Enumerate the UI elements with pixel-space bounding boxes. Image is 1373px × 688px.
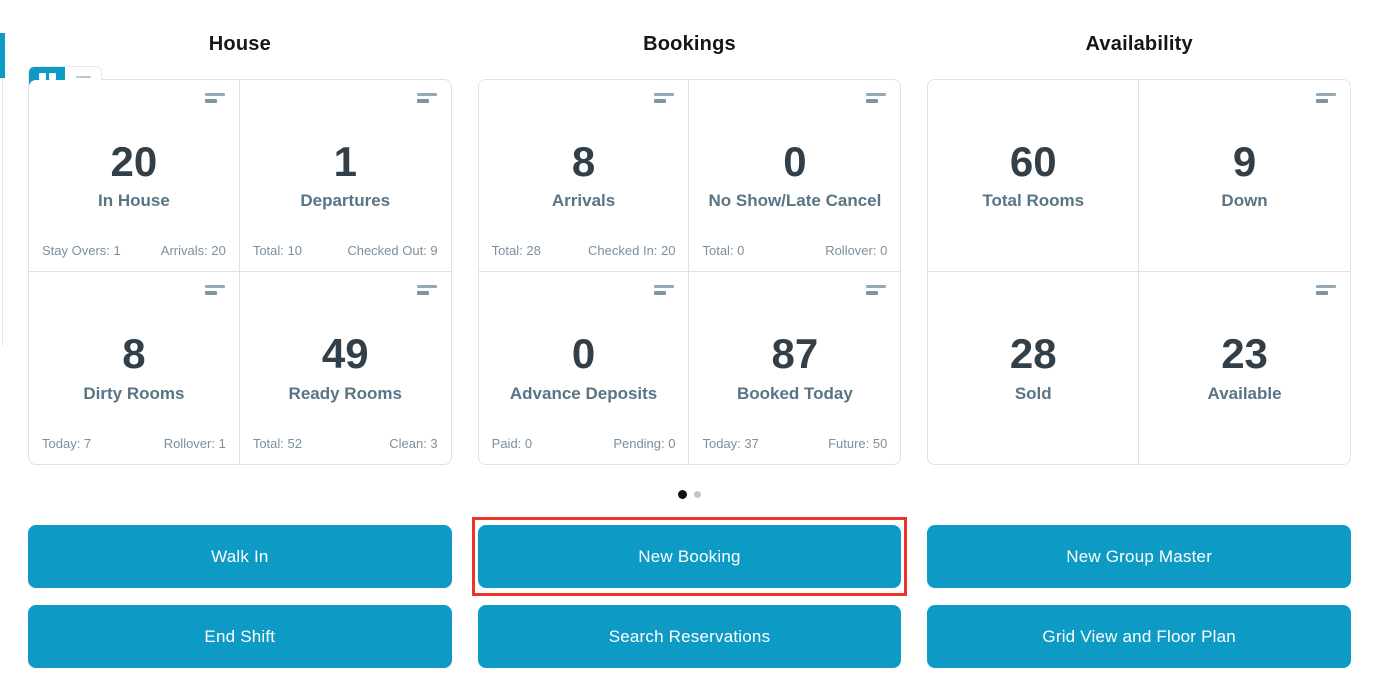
card-stat-left: Stay Overs: 1 (42, 243, 121, 258)
card-value: 0 (571, 330, 596, 378)
card-stats: Stay Overs: 1 Arrivals: 20 (29, 243, 239, 271)
button-wrap: End Shift (28, 605, 452, 668)
section-title-bookings: Bookings (643, 33, 736, 55)
card-stat-right: Checked In: 20 (588, 243, 676, 258)
card-value: 23 (1221, 330, 1268, 378)
card-stat-left: Total: 28 (491, 243, 541, 258)
card-label: Dirty Rooms (83, 383, 185, 403)
search-reservations-button[interactable]: Search Reservations (477, 605, 902, 668)
card-stat-right: Pending: 0 (613, 436, 676, 451)
stat-panels-row: 20 In House Stay Overs: 1 Arrivals: 20 1 Depa… (28, 79, 1351, 465)
card-stat-left: Paid: 0 (491, 436, 533, 451)
walk-in-button[interactable]: Walk In (28, 525, 452, 588)
card-menu-icon[interactable] (654, 93, 675, 103)
card-label: Advance Deposits (509, 383, 658, 403)
left-accent-bar (0, 33, 5, 78)
card-value: 87 (771, 330, 819, 378)
card-stat-left: Today: 37 (702, 436, 759, 451)
card-booked-today[interactable]: 87 Booked Today Today: 37 Future: 50 (689, 272, 901, 464)
card-label: In House (98, 191, 170, 211)
grid-view-and-floor-plan-button[interactable]: Grid View and Floor Plan (927, 605, 1351, 668)
section-titles-row: House Bookings Availability (28, 33, 1351, 59)
new-booking-button[interactable]: New Booking (477, 525, 902, 588)
card-stats: Total: 10 Checked Out: 9 (240, 243, 451, 271)
card-stat-right: Checked Out: 9 (347, 243, 438, 258)
carousel-dot-1[interactable] (678, 490, 687, 499)
card-label: Available (1207, 383, 1282, 403)
card-value: 8 (122, 330, 146, 378)
card-label: Total Rooms (982, 191, 1085, 211)
card-stats: Total: 28 Checked In: 20 (479, 243, 689, 271)
carousel-dots (28, 490, 1351, 499)
card-menu-icon[interactable] (866, 93, 887, 103)
card-stat-right: Arrivals: 20 (160, 243, 226, 258)
button-wrap: New Group Master (927, 525, 1351, 588)
left-edge-divider (2, 78, 3, 346)
card-value: 49 (321, 330, 369, 378)
panel-house: 20 In House Stay Overs: 1 Arrivals: 20 1 Depa… (28, 79, 452, 465)
card-label: No Show/Late Cancel (708, 191, 882, 211)
card-stat-left: Total: 10 (252, 243, 302, 258)
card-menu-icon[interactable] (866, 285, 887, 295)
card-menu-icon[interactable] (416, 93, 437, 103)
card-down[interactable]: 9 Down (1139, 80, 1350, 272)
card-label: Departures (300, 191, 391, 211)
card-stat-left: Total: 52 (252, 436, 302, 451)
card-value: 9 (1232, 137, 1257, 185)
card-stats: Today: 37 Future: 50 (689, 436, 900, 464)
card-label: Down (1221, 191, 1268, 211)
card-no-show-late-cancel[interactable]: 0 No Show/Late Cancel Total: 0 Rollover: 0 (689, 80, 901, 272)
panel-bookings: 8 Arrivals Total: 28 Checked In: 20 0 No Show… (477, 79, 902, 465)
card-stat-right: Clean: 3 (389, 436, 438, 451)
card-label: Ready Rooms (288, 383, 402, 403)
card-menu-icon[interactable] (416, 285, 437, 295)
card-in-house[interactable]: 20 In House Stay Overs: 1 Arrivals: 20 (29, 80, 240, 272)
card-stats: Paid: 0 Pending: 0 (479, 436, 689, 464)
highlight-annotation: New Booking (471, 517, 907, 596)
card-departures[interactable]: 1 Departures Total: 10 Checked Out: 9 (239, 80, 451, 272)
card-value: 20 (110, 137, 158, 185)
card-stat-right: Rollover: 0 (825, 243, 888, 258)
button-wrap: Grid View and Floor Plan (927, 605, 1351, 668)
card-stat-left: Today: 7 (42, 436, 92, 451)
card-label: Sold (1014, 383, 1052, 403)
card-menu-icon[interactable] (204, 285, 225, 295)
card-menu-icon[interactable] (204, 93, 225, 103)
card-value: 8 (571, 137, 596, 185)
card-menu-icon[interactable] (1315, 285, 1336, 295)
section-title-house: House (208, 33, 271, 55)
button-wrap: Search Reservations (477, 605, 902, 668)
card-label: Booked Today (736, 383, 853, 403)
card-value: 0 (783, 137, 807, 185)
card-value: 28 (1009, 330, 1057, 378)
card-stats: Today: 7 Rollover: 1 (29, 436, 239, 464)
card-value: 1 (333, 137, 357, 185)
card-total-rooms[interactable]: 60 Total Rooms (928, 80, 1140, 272)
section-title-availability: Availability (1085, 33, 1193, 55)
card-stats: Total: 52 Clean: 3 (240, 436, 451, 464)
card-dirty-rooms[interactable]: 8 Dirty Rooms Today: 7 Rollover: 1 (29, 272, 240, 464)
card-advance-deposits[interactable]: 0 Advance Deposits Paid: 0 Pending: 0 (478, 272, 690, 464)
action-buttons-grid: Walk In New Booking New Group Master End Sh… (28, 517, 1351, 668)
card-menu-icon[interactable] (1315, 93, 1336, 103)
card-menu-icon[interactable] (654, 285, 675, 295)
end-shift-button[interactable]: End Shift (28, 605, 452, 668)
panel-availability: 60 Total Rooms 9 Down 28 Sold 23 Available (927, 79, 1351, 465)
card-stat-right: Rollover: 1 (163, 436, 226, 451)
carousel-dot-2[interactable] (694, 491, 701, 498)
card-available[interactable]: 23 Available (1139, 272, 1350, 464)
button-wrap: Walk In (28, 525, 452, 588)
card-value: 60 (1009, 137, 1057, 185)
card-stat-left: Total: 0 (702, 243, 745, 258)
dashboard-page: House Bookings Availability 20 In House Stay… (0, 33, 1373, 688)
card-ready-rooms[interactable]: 49 Ready Rooms Total: 52 Clean: 3 (239, 272, 451, 464)
card-stats: Total: 0 Rollover: 0 (689, 243, 900, 271)
card-arrivals[interactable]: 8 Arrivals Total: 28 Checked In: 20 (478, 80, 690, 272)
new-group-master-button[interactable]: New Group Master (927, 525, 1351, 588)
card-label: Arrivals (551, 191, 616, 211)
card-stat-right: Future: 50 (828, 436, 888, 451)
card-sold[interactable]: 28 Sold (928, 272, 1140, 464)
